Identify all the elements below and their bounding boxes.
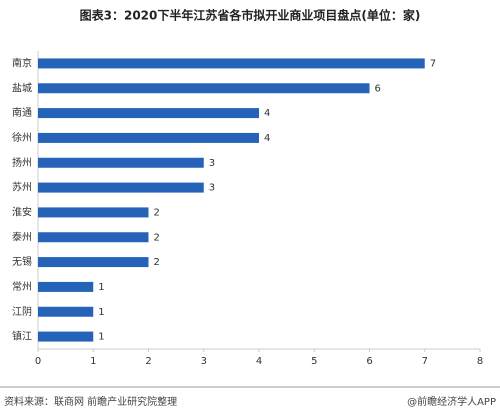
- bar: [38, 257, 149, 268]
- bar: [38, 331, 94, 342]
- y-tick-label: 盐城: [12, 81, 32, 94]
- y-tick-label: 常州: [12, 280, 32, 293]
- bar: [38, 232, 149, 243]
- value-label: 7: [430, 58, 436, 69]
- source: 资料来源：联商网 前瞻产业研究院整理: [4, 395, 177, 408]
- y-tick-label: 淮安: [12, 205, 32, 218]
- x-tick-label: 8: [477, 356, 483, 367]
- bar: [38, 207, 149, 218]
- x-tick-label: 4: [256, 356, 262, 367]
- bar: [38, 83, 370, 94]
- y-tick-label: 苏州: [12, 181, 32, 194]
- value-label: 1: [98, 282, 104, 293]
- bar: [38, 132, 259, 143]
- value-label: 2: [154, 257, 160, 268]
- x-tick-label: 1: [90, 356, 96, 367]
- x-tick-label: 0: [35, 356, 41, 367]
- y-tick-label: 镇江: [12, 330, 32, 343]
- value-label: 2: [154, 232, 160, 243]
- y-tick-label: 南通: [12, 106, 32, 119]
- value-label: 3: [209, 158, 215, 169]
- value-label: 6: [375, 83, 381, 94]
- value-label: 1: [98, 332, 104, 343]
- credit: @前瞻经济学人APP: [407, 395, 496, 408]
- y-tick-label: 无锡: [12, 255, 32, 268]
- y-tick-label: 扬州: [12, 156, 32, 169]
- value-label: 4: [264, 133, 270, 144]
- value-label: 2: [154, 207, 160, 218]
- bar: [38, 108, 259, 119]
- x-tick-label: 6: [366, 356, 372, 367]
- x-tick-label: 3: [201, 356, 207, 367]
- bar: [38, 157, 204, 168]
- chart-title: 图表3：2020下半年江苏省各市拟开业商业项目盘点(单位：家): [80, 8, 421, 23]
- bar: [38, 182, 204, 193]
- y-tick-label: 泰州: [12, 230, 32, 243]
- y-tick-label: 江阴: [12, 306, 32, 318]
- value-label: 1: [98, 307, 104, 318]
- y-tick-label: 徐州: [12, 131, 32, 144]
- x-tick-label: 2: [145, 356, 151, 367]
- bar: [38, 281, 94, 292]
- x-tick-label: 7: [422, 356, 428, 367]
- value-label: 4: [264, 108, 270, 119]
- x-tick-label: 5: [311, 356, 317, 367]
- bar: [38, 306, 94, 317]
- y-tick-label: 南京: [12, 56, 32, 69]
- bar: [38, 58, 425, 69]
- value-label: 3: [209, 183, 215, 194]
